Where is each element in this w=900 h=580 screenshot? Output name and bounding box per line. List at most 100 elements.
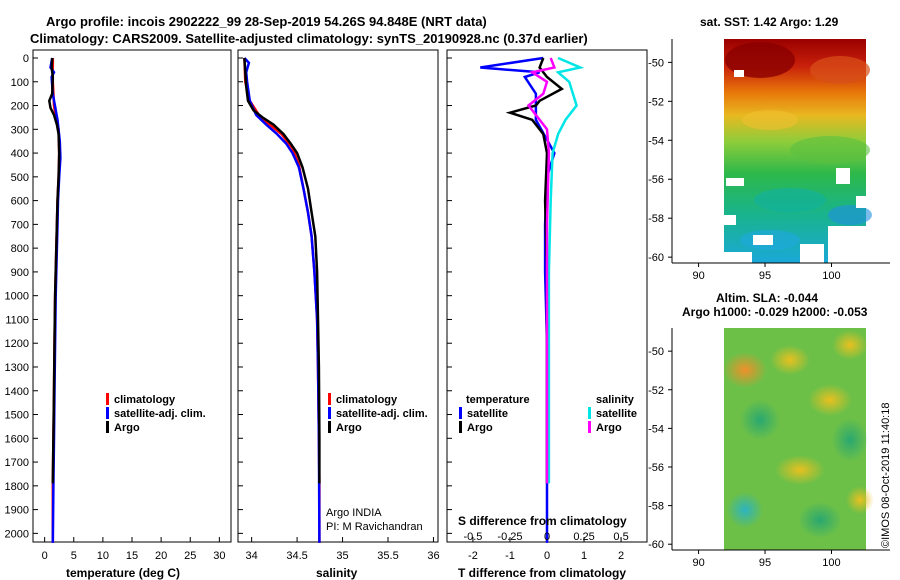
- s-tick-label: 0: [544, 531, 550, 543]
- x-tick-label: 2: [618, 550, 624, 562]
- header-line1: Argo profile: incois 2902222_99 28-Sep-2…: [46, 14, 487, 29]
- series-line-argo: [48, 57, 61, 484]
- map-y-tick-label: -56: [648, 174, 664, 186]
- legend-label-argo: Argo: [336, 422, 362, 434]
- y-tick-label: 1600: [5, 433, 29, 445]
- y-tick-label: 400: [11, 148, 29, 160]
- x-tick-label: 34: [246, 550, 258, 562]
- series-line-satellite-adj-clim-: [243, 57, 321, 543]
- y-tick-label: 300: [11, 124, 29, 136]
- s-tick-label: -0.25: [497, 531, 522, 543]
- x-tick-label: 0: [42, 550, 48, 562]
- x-tick-label: 1: [581, 550, 587, 562]
- map-x-tick-label: 95: [759, 270, 771, 282]
- map-y-tick-label: -58: [648, 213, 664, 225]
- y-tick-label: 600: [11, 196, 29, 208]
- legend-swatch-satellite: [328, 407, 331, 419]
- s-tick-label: -0.5: [463, 531, 482, 543]
- s-tick-label: 0.25: [573, 531, 594, 543]
- legend-swatch-climatology: [106, 393, 109, 405]
- sla-map-texture: [723, 330, 874, 538]
- y-tick-label: 1500: [5, 410, 29, 422]
- y-tick-label: 1000: [5, 291, 29, 303]
- y-tick-label: 1100: [5, 314, 29, 326]
- x-tick-label: 10: [97, 550, 109, 562]
- x-tick-label: 34.5: [286, 550, 307, 562]
- y-tick-label: 1400: [5, 386, 29, 398]
- legend-swatch-climatology: [328, 393, 331, 405]
- sla-map-panel: Altim. SLA: -0.044 Argo h1000: -0.029 h2…: [648, 291, 892, 569]
- map-y-tick-label: -52: [648, 96, 664, 108]
- salinity-panel: 34 34.5 35 35.5 36 salinity climatology sate…: [237, 49, 440, 580]
- x-tick-label: 25: [184, 550, 196, 562]
- map-x-tick-label: 100: [822, 270, 840, 282]
- legend-label-satellite: satellite-adj. clim.: [336, 408, 428, 420]
- map-y-tick-label: -56: [648, 462, 664, 474]
- y-tick-label: 100: [11, 77, 29, 89]
- temperature-xlabel: temperature (deg C): [66, 566, 180, 580]
- legend-swatch-s-argo: [588, 421, 591, 433]
- legend-label-t-satellite: satellite: [467, 408, 508, 420]
- sst-map-ice-mask: [724, 70, 866, 263]
- legend-title-salinity: salinity: [596, 394, 635, 406]
- y-tick-label: 1200: [5, 338, 29, 350]
- series-line-climatology: [243, 57, 321, 543]
- x-tick-label: 20: [155, 550, 167, 562]
- t-difference-xlabel: T difference from climatology: [458, 566, 626, 580]
- legend-label-satellite: satellite-adj. clim.: [114, 408, 206, 420]
- series-line-argo: [243, 57, 321, 484]
- legend-swatch-t-satellite: [459, 407, 462, 419]
- x-tick-label: 36: [427, 550, 439, 562]
- y-tick-label: 1900: [5, 505, 29, 517]
- x-tick-label: -1: [505, 550, 515, 562]
- legend-swatch-s-satellite: [588, 407, 591, 419]
- y-tick-label: 700: [11, 219, 29, 231]
- sla-map-subtitle: Argo h1000: -0.029 h2000: -0.053: [682, 305, 868, 319]
- x-tick-label: 35: [336, 550, 348, 562]
- legend-swatch-satellite: [106, 407, 109, 419]
- map-x-tick-label: 90: [692, 270, 704, 282]
- y-tick-label: 800: [11, 243, 29, 255]
- x-tick-label: -2: [468, 550, 478, 562]
- y-tick-label: 2000: [5, 528, 29, 540]
- map-y-tick-label: -60: [648, 252, 664, 264]
- legend-label-s-argo: Argo: [596, 422, 622, 434]
- series-line-s-satellite: [547, 56, 585, 484]
- map-x-tick-label: 100: [822, 557, 840, 569]
- map-y-tick-label: -54: [648, 423, 664, 435]
- legend-label-climatology: climatology: [336, 394, 398, 406]
- salinity-legend: climatology satellite-adj. clim. Argo: [328, 393, 428, 434]
- series-line-s-argo: [526, 57, 557, 484]
- map-y-tick-label: -60: [648, 539, 664, 551]
- header-line2: Climatology: CARS2009. Satellite-adjuste…: [30, 31, 588, 46]
- difference-panel: -2 -1 0 1 2 T difference from climatology S …: [446, 49, 648, 580]
- map-y-tick-label: -50: [648, 57, 664, 69]
- sst-map-texture: [725, 42, 872, 250]
- legend-label-climatology: climatology: [114, 394, 176, 406]
- legend-swatch-t-argo: [459, 421, 462, 433]
- map-y-tick-label: -52: [648, 385, 664, 397]
- annotation-pi: PI: M Ravichandran: [326, 521, 423, 533]
- legend-label-argo: Argo: [114, 422, 140, 434]
- legend-label-s-satellite: satellite: [596, 408, 637, 420]
- x-tick-label: 15: [126, 550, 138, 562]
- temperature-panel: 0 5 10 15 20 25 300100200300400500600700800900…: [5, 49, 232, 580]
- salinity-xlabel: salinity: [316, 566, 358, 580]
- x-tick-label: 0: [544, 550, 550, 562]
- map-x-tick-label: 95: [759, 557, 771, 569]
- y-tick-label: 500: [11, 172, 29, 184]
- map-x-tick-label: 90: [692, 557, 704, 569]
- legend-title-temperature: temperature: [466, 394, 530, 406]
- x-tick-label: 30: [213, 550, 225, 562]
- map-y-tick-label: -58: [648, 501, 664, 513]
- difference-legend: temperature salinity satellite Argo sate…: [459, 394, 637, 434]
- temperature-frame: [32, 49, 232, 543]
- legend-swatch-argo: [328, 421, 331, 433]
- y-tick-label: 0: [23, 53, 29, 65]
- y-tick-label: 1300: [5, 362, 29, 374]
- imos-credit: ©IMOS 08-Oct-2019 11:40:18: [880, 403, 892, 548]
- sla-map-title: Altim. SLA: -0.044: [716, 291, 818, 305]
- legend-swatch-argo: [106, 421, 109, 433]
- map-y-tick-label: -50: [648, 346, 664, 358]
